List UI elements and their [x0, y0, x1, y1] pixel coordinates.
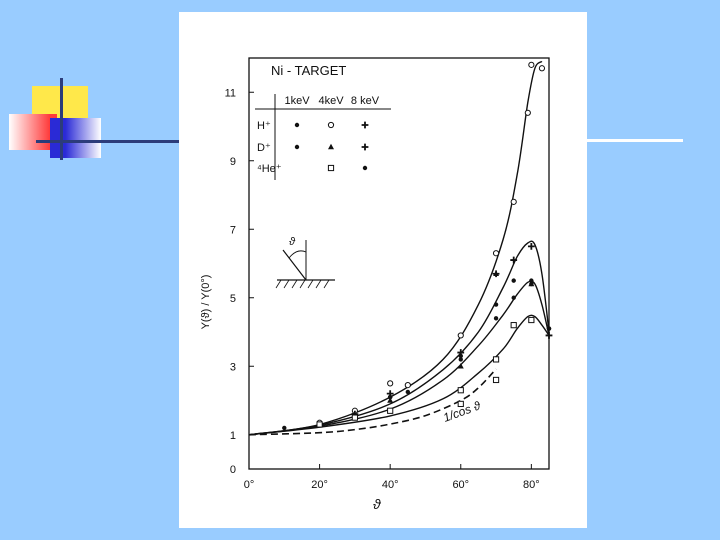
data-point — [457, 387, 464, 394]
legend-marker — [294, 122, 300, 128]
data-point — [528, 316, 535, 324]
data-point — [387, 394, 393, 400]
fit-curve — [248, 280, 550, 436]
x-tick-label: 80° — [523, 479, 540, 491]
legend-column-header: 1keV — [284, 95, 310, 107]
data-point — [351, 414, 358, 421]
legend-marker — [361, 121, 369, 129]
y-tick-label: 7 — [230, 224, 236, 236]
data-point — [458, 353, 463, 359]
legend-marker — [328, 143, 334, 150]
data-point — [493, 270, 500, 276]
y-tick-label: 0 — [230, 464, 236, 476]
data-point — [316, 421, 323, 428]
data-point — [545, 332, 553, 339]
y-tick-label: 5 — [230, 293, 236, 305]
legend-row-label: ⁴He⁺ — [257, 163, 282, 175]
figure-panel: 0° 20° 40° 60° 80° 0 1 3 5 7 9 11 Ni - TARGET ϑ Y(ϑ… — [179, 12, 587, 528]
data-point — [457, 400, 464, 408]
legend-column-header: 4keV — [318, 95, 344, 107]
decor-blue-square — [50, 118, 101, 158]
chart-title: Ni - TARGET — [271, 63, 346, 78]
data-point — [546, 326, 552, 331]
data-point — [387, 407, 394, 414]
y-axis-label: Y(ϑ) / Y(0°) — [200, 275, 212, 330]
data-point — [492, 356, 500, 363]
decor-vertical-line — [60, 78, 63, 160]
y-tick-label: 1 — [230, 430, 236, 442]
data-point — [458, 357, 463, 362]
legend-marker — [294, 144, 300, 150]
data-point — [529, 278, 534, 283]
data-point — [538, 65, 546, 72]
data-point — [524, 109, 531, 116]
yield-angle-chart: 0° 20° 40° 60° 80° 0 1 3 5 7 9 11 Ni - TARGET ϑ Y(ϑ… — [200, 57, 553, 512]
data-point — [387, 380, 394, 387]
legend-row-label: H⁺ — [257, 120, 271, 132]
decor-red-square — [9, 114, 57, 150]
data-point — [457, 363, 464, 369]
x-tick-label: 0° — [244, 479, 255, 491]
x-axis-label: ϑ — [373, 496, 382, 512]
decor-right-rule — [587, 139, 683, 142]
data-point — [493, 302, 499, 307]
data-point — [528, 61, 535, 68]
y-tick-label: 9 — [230, 156, 236, 168]
data-point — [527, 242, 535, 250]
incidence-angle-diagram: ϑ — [275, 236, 335, 289]
legend-column-header: 8 keV — [351, 95, 380, 107]
data-point — [493, 316, 499, 321]
x-tick-label: 40° — [382, 479, 399, 491]
legend: 1keV 4keV 8 keV H⁺ D⁺ ⁴He⁺ — [255, 94, 391, 180]
decor-horizontal-line — [36, 140, 182, 143]
legend-marker — [362, 165, 368, 171]
x-tick-label: 20° — [311, 479, 328, 491]
data-point — [387, 397, 394, 403]
y-tick-label: 3 — [230, 361, 236, 373]
data-point — [404, 381, 411, 389]
data-point — [511, 278, 516, 283]
fit-curve — [248, 314, 550, 436]
legend-row-label: D⁺ — [257, 142, 271, 154]
data-point — [492, 376, 500, 384]
plot-frame — [248, 57, 550, 470]
fit-curve — [248, 240, 550, 436]
x-tick-label: 60° — [452, 479, 469, 491]
data-point — [510, 256, 518, 264]
data-point — [282, 425, 287, 431]
legend-marker — [327, 164, 335, 172]
reference-curve — [248, 368, 497, 436]
y-tick-label: 11 — [225, 87, 236, 99]
data-point — [510, 322, 517, 329]
data-point — [492, 250, 500, 257]
legend-marker — [361, 143, 369, 151]
data-point — [405, 389, 411, 395]
data-point — [511, 295, 516, 300]
legend-marker — [327, 121, 335, 129]
svg-text:ϑ: ϑ — [289, 236, 296, 248]
data-point — [457, 332, 464, 339]
data-point — [510, 198, 517, 205]
data-point — [528, 280, 535, 287]
